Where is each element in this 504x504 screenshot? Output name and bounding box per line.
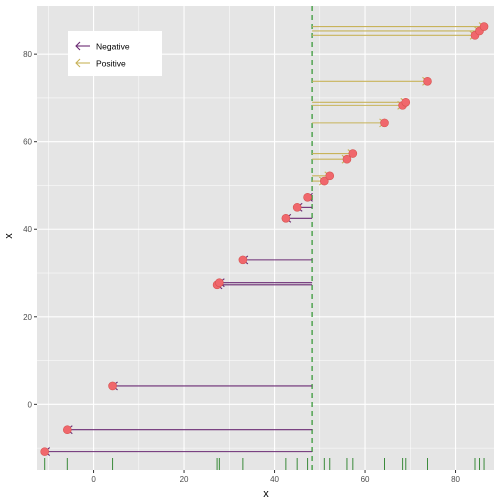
data-point (320, 176, 329, 186)
data-point (401, 98, 411, 107)
x-tick-label: 0 (91, 475, 96, 484)
panel-background (37, 6, 494, 470)
legend-box (68, 31, 162, 76)
axis-ticks: 0 20 40 60 80 0 20 40 60 80 (23, 50, 460, 484)
legend: Negative Positive (68, 31, 162, 76)
y-tick-label: 80 (23, 50, 32, 59)
x-tick-label: 40 (270, 475, 279, 484)
data-point (215, 278, 224, 287)
data-point (342, 154, 352, 164)
y-tick-label: 40 (23, 225, 32, 234)
legend-key-positive (75, 58, 90, 68)
data-point (380, 118, 389, 128)
data-point (303, 192, 312, 202)
gridlines (37, 6, 494, 470)
legend-label-negative: Negative (96, 42, 130, 52)
x-tick-label: 20 (180, 475, 189, 484)
data-point (108, 381, 117, 391)
y-tick-label: 60 (23, 138, 32, 147)
data-point (423, 76, 432, 86)
data-point (63, 425, 72, 435)
data-point (238, 255, 248, 265)
y-tick-label: 20 (23, 313, 32, 322)
data-point (325, 171, 335, 181)
data-point (281, 214, 291, 223)
rug-marks (44, 458, 485, 470)
data-point (292, 203, 302, 212)
legend-key-negative (75, 41, 90, 51)
data-points (40, 22, 489, 456)
data-point (479, 22, 489, 31)
x-tick-label: 60 (361, 475, 370, 484)
legend-label-positive: Positive (96, 59, 126, 69)
x-tick-label: 80 (451, 475, 460, 484)
data-point (348, 149, 358, 158)
y-axis-title: x (3, 233, 15, 239)
x-axis-title: x (263, 488, 269, 500)
data-point (40, 447, 49, 456)
y-tick-label: 0 (28, 400, 33, 409)
